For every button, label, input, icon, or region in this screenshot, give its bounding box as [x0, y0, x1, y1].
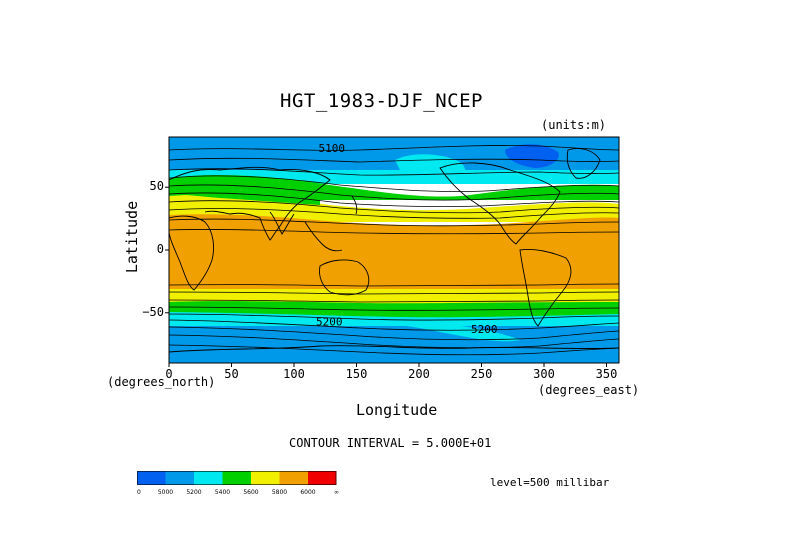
- x-axis-label: Longitude: [356, 401, 438, 419]
- coastlines: [169, 148, 619, 353]
- units-label: (units:m): [541, 118, 607, 132]
- colorbar-label-4: 5600: [243, 489, 258, 496]
- x-tick-label-5: 250: [470, 367, 493, 381]
- y-tick-label-0: 50: [149, 179, 164, 194]
- colorbar-swatch-0: [137, 471, 166, 485]
- coast-europe-asia: [169, 166, 331, 241]
- y-axis-units: (degrees_north): [107, 375, 216, 389]
- coast-africa: [169, 215, 214, 291]
- x-tick-label-3: 150: [345, 367, 368, 381]
- x-axis-units: (degrees_east): [538, 383, 640, 397]
- colorbar-label-5: 5800: [272, 489, 287, 496]
- colorbar-frame: [137, 471, 337, 485]
- contour-interval-label: CONTOUR INTERVAL = 5.000E+01: [289, 436, 492, 450]
- y-tick-label-2: −50: [142, 304, 164, 319]
- map-fill-layer: [169, 137, 619, 363]
- y-tick-marks: [165, 186, 169, 314]
- band-5400-south: [169, 301, 619, 318]
- x-tick-marks: [168, 363, 607, 367]
- coast-greenland: [566, 148, 601, 179]
- contour-label-0: 5100: [319, 142, 346, 155]
- band-polar-south: [169, 326, 619, 363]
- map-title: HGT_1983-DJF_NCEP: [280, 90, 483, 112]
- y-tick-label-1: 0: [156, 242, 164, 256]
- y-axis-label: Latitude: [123, 200, 142, 274]
- south-cyan-tongue: [300, 317, 520, 342]
- coast-south-america: [519, 249, 572, 327]
- colorbar-label-0: 0: [137, 489, 141, 496]
- x-tick-label-4: 200: [408, 367, 430, 381]
- x-tick-label-2: 100: [283, 367, 305, 381]
- colorbar: 0 5000 5200 5400 5600 5800 6000 ∞: [137, 471, 339, 496]
- contour-lines: [169, 145, 619, 356]
- coast-se-asia: [304, 221, 343, 252]
- coast-japan: [351, 195, 358, 215]
- x-tick-label-7: 350: [595, 367, 618, 381]
- x-tick-label-1: 50: [224, 367, 239, 381]
- colorbar-label-3: 5400: [215, 489, 230, 496]
- colorbar-label-2: 5200: [186, 489, 201, 496]
- colorbar-swatch-2: [194, 471, 223, 485]
- colorbar-label-1: 5000: [158, 489, 173, 496]
- coast-australia: [319, 259, 370, 296]
- colorbar-swatch-3: [222, 471, 251, 485]
- contour-label-1: 5200: [316, 315, 343, 328]
- colorbar-label-7: ∞: [334, 489, 339, 496]
- north-dark-blue-patch: [505, 144, 559, 168]
- coast-antarctica: [169, 345, 619, 353]
- x-tick-label-6: 300: [533, 367, 555, 381]
- north-green-tongue: [169, 180, 320, 205]
- colorbar-swatch-4: [251, 471, 280, 485]
- contour-label-2: 5200: [471, 323, 498, 336]
- coast-north-america: [439, 162, 561, 245]
- x-tick-label-0: 0: [165, 367, 173, 381]
- coast-india: [269, 211, 295, 235]
- contour-label-layer: 5100 5200 5200: [316, 142, 498, 336]
- colorbar-swatch-1: [165, 471, 194, 485]
- colorbar-swatch-5: [279, 471, 308, 485]
- north-cyan-patch: [395, 154, 466, 182]
- colorbar-label-6: 6000: [300, 489, 315, 496]
- level-label: level=500 millibar: [490, 476, 610, 489]
- colorbar-swatch-6: [308, 471, 337, 485]
